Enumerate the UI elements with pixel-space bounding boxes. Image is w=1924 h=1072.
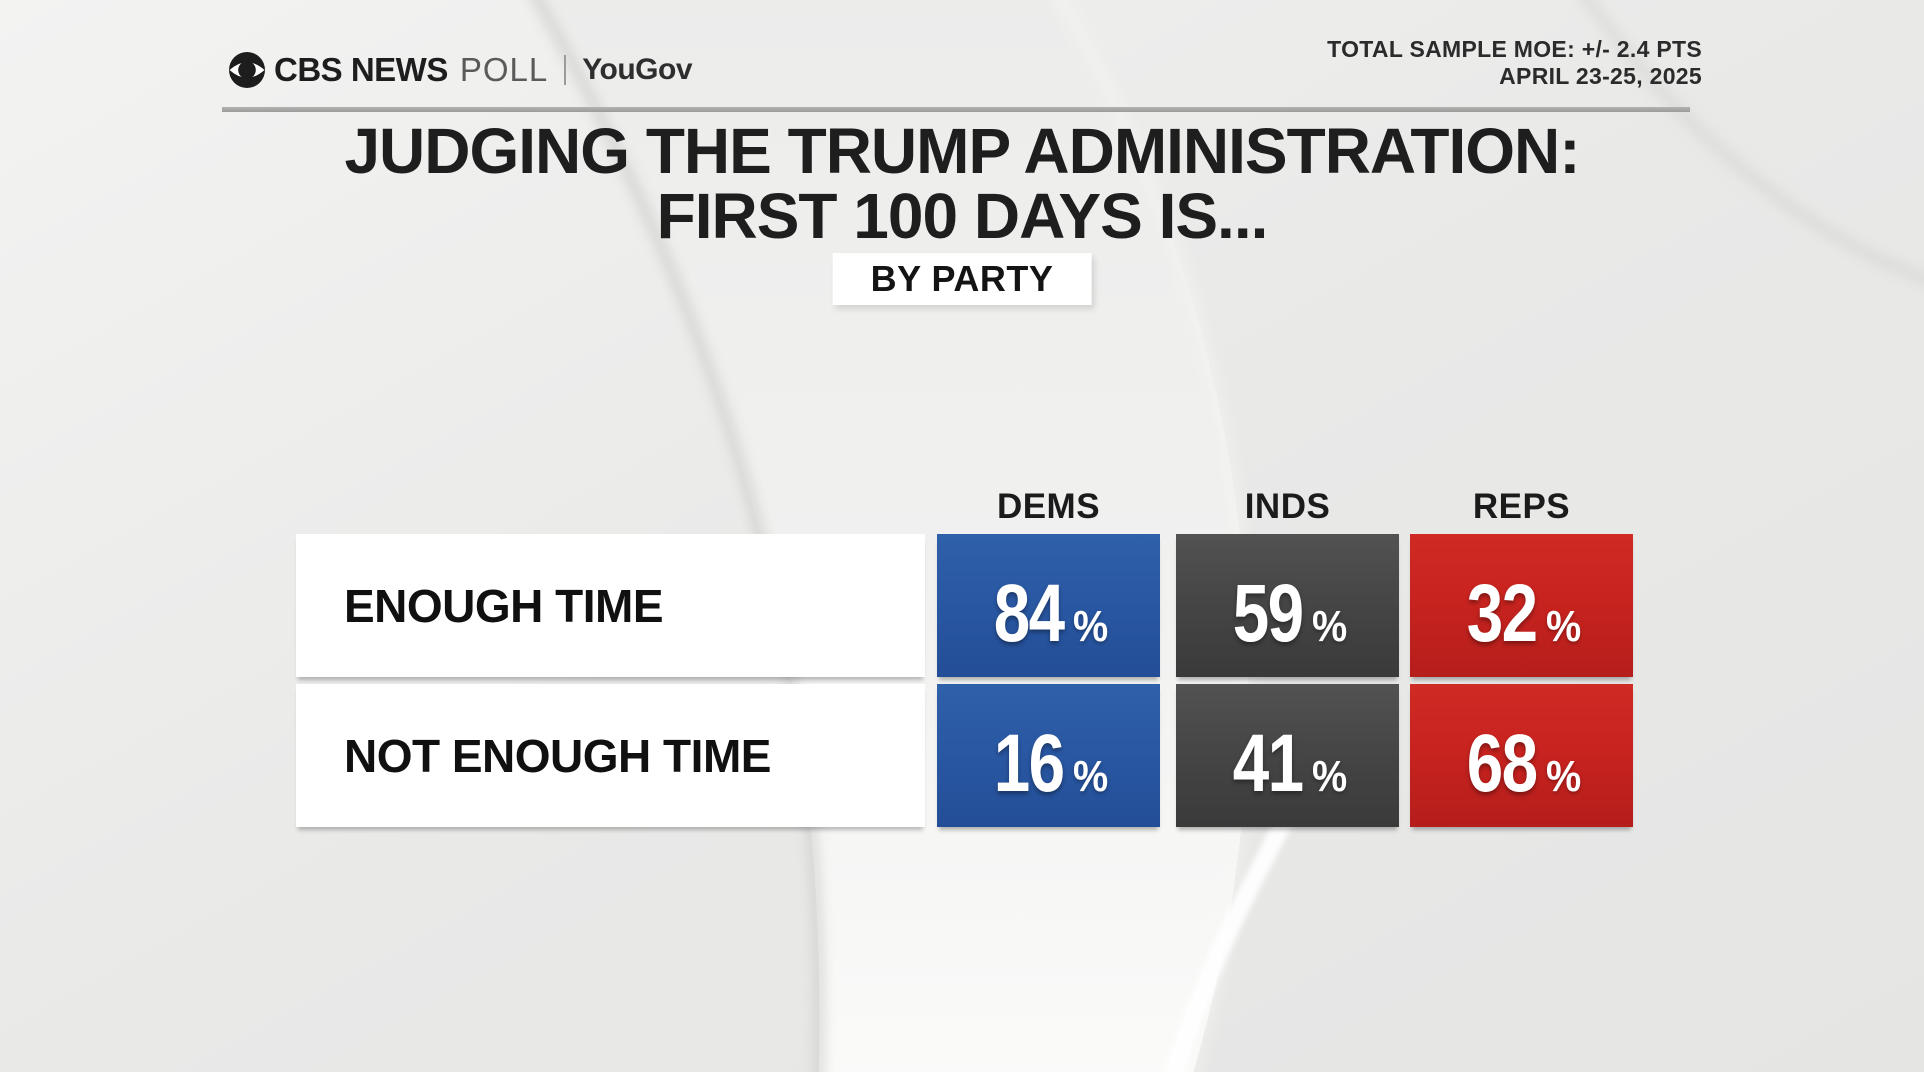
title-line-1: JUDGING THE TRUMP ADMINISTRATION: [344, 115, 1580, 187]
row-label-not-enough-time: NOT ENOUGH TIME [296, 684, 925, 827]
percent-sign: % [1546, 752, 1582, 801]
row-label-text: NOT ENOUGH TIME [344, 729, 771, 782]
percent-sign: % [1546, 602, 1582, 651]
cell-enough-reps: 32% [1410, 534, 1633, 677]
cell-value: 84 [993, 568, 1065, 659]
sample-note: TOTAL SAMPLE MOE: +/- 2.4 PTS APRIL 23-2… [1327, 36, 1702, 90]
by-party-badge: BY PARTY [832, 253, 1092, 305]
by-party-label: BY PARTY [870, 258, 1054, 299]
column-header-inds: INDS [1244, 487, 1331, 526]
brand-yougov: YouGov [582, 53, 693, 86]
cbs-eye-icon [229, 52, 265, 88]
brand-cbs-news: CBS NEWS [274, 51, 448, 88]
row-label-text: ENOUGH TIME [344, 579, 664, 632]
cell-notenough-reps: 68% [1410, 684, 1633, 827]
cell-value: 16 [993, 718, 1065, 809]
percent-sign: % [1073, 752, 1109, 801]
percent-sign: % [1312, 602, 1348, 651]
cell-notenough-inds: 41% [1176, 684, 1399, 827]
moe-line: TOTAL SAMPLE MOE: +/- 2.4 PTS [1327, 36, 1702, 62]
header-divider [222, 107, 1690, 112]
row-label-enough-time: ENOUGH TIME [296, 534, 925, 677]
brand-poll: POLL [459, 51, 549, 88]
cell-enough-inds: 59% [1176, 534, 1399, 677]
cell-enough-dems: 84% [937, 534, 1160, 677]
cell-value: 59 [1232, 568, 1304, 659]
date-line: APRIL 23-25, 2025 [1499, 63, 1702, 89]
logo-divider [564, 55, 567, 85]
page-title: JUDGING THE TRUMP ADMINISTRATION: FIRST … [0, 118, 1924, 248]
percent-sign: % [1073, 602, 1109, 651]
title-line-2: FIRST 100 DAYS IS... [656, 180, 1269, 252]
cell-value: 32 [1466, 568, 1538, 659]
cell-value: 68 [1466, 718, 1538, 809]
brand-logo: CBS NEWS POLL YouGov [228, 50, 693, 90]
column-header-reps: REPS [1472, 487, 1571, 526]
cell-notenough-dems: 16% [937, 684, 1160, 827]
column-header-dems: DEMS [996, 487, 1101, 526]
cell-value: 41 [1232, 718, 1304, 809]
percent-sign: % [1312, 752, 1348, 801]
